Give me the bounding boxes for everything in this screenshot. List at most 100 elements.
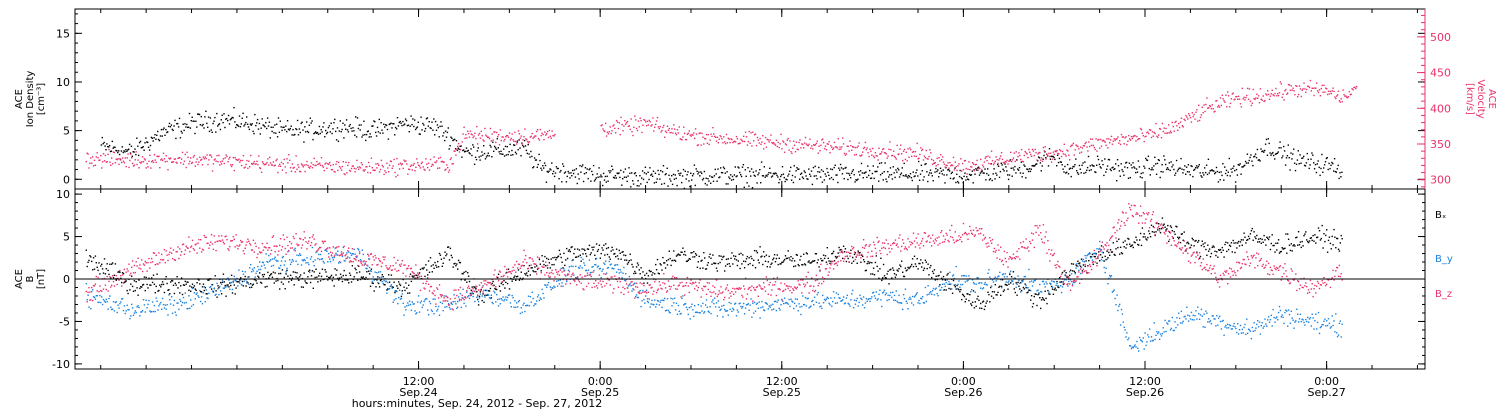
data-point (733, 309, 735, 311)
data-point (337, 140, 340, 142)
data-point (1206, 173, 1209, 176)
data-point (1245, 96, 1247, 99)
data-point (1209, 105, 1212, 108)
data-point (694, 137, 696, 140)
data-point (158, 289, 160, 292)
data-point (113, 310, 116, 312)
data-point (178, 308, 180, 311)
data-point (327, 261, 329, 263)
data-point (1015, 172, 1017, 174)
data-point (430, 127, 432, 130)
data-point (330, 169, 333, 171)
data-point (859, 170, 862, 172)
data-point (431, 121, 433, 123)
data-point (477, 147, 479, 149)
data-point (1228, 157, 1230, 160)
data-point (746, 303, 749, 306)
data-point (939, 160, 941, 162)
data-point (1294, 169, 1297, 172)
data-point (190, 120, 192, 122)
data-point (971, 304, 973, 307)
data-point (668, 127, 670, 130)
data-point (1003, 289, 1006, 291)
data-point (318, 125, 321, 128)
data-point (484, 296, 486, 298)
data-point (983, 172, 985, 174)
data-point (348, 161, 350, 164)
data-point (642, 289, 644, 292)
data-point (479, 291, 482, 293)
data-point (618, 122, 620, 124)
data-point (1075, 264, 1077, 266)
data-point (700, 305, 702, 307)
data-point (477, 298, 479, 301)
data-point (831, 146, 833, 149)
data-point (1262, 95, 1264, 97)
data-point (414, 277, 416, 279)
data-point (104, 154, 107, 157)
data-point (797, 310, 799, 312)
data-point (518, 299, 521, 302)
data-point (507, 268, 510, 270)
data-point (726, 171, 728, 173)
data-point (251, 284, 254, 286)
data-point (129, 159, 131, 162)
data-point (653, 304, 655, 306)
data-point (455, 154, 457, 156)
data-point (1287, 144, 1289, 146)
data-point (552, 134, 554, 137)
data-point (313, 265, 315, 267)
data-point (170, 303, 172, 305)
data-point (443, 295, 445, 297)
data-point (989, 178, 992, 180)
data-point (529, 136, 531, 138)
data-point (504, 138, 506, 141)
data-point (237, 285, 239, 287)
data-point (1239, 163, 1241, 165)
data-point (453, 294, 455, 296)
data-point (1104, 255, 1106, 258)
data-point (965, 179, 967, 181)
data-point (837, 293, 839, 296)
data-point (235, 158, 237, 161)
data-point (905, 151, 907, 153)
data-point (537, 294, 540, 296)
data-point (772, 172, 775, 175)
data-point (1198, 239, 1200, 242)
data-point (811, 300, 813, 303)
data-point (504, 145, 507, 148)
data-point (586, 168, 588, 170)
data-point (491, 282, 493, 285)
data-point (148, 160, 150, 162)
data-point (1292, 87, 1294, 89)
data-point (93, 268, 96, 270)
data-point (287, 275, 289, 277)
data-point (1270, 93, 1272, 95)
data-point (424, 299, 426, 301)
data-point (1098, 163, 1101, 166)
data-point (421, 267, 423, 269)
data-point (434, 261, 436, 264)
data-point (194, 132, 196, 135)
data-point (289, 159, 291, 161)
data-point (645, 272, 648, 275)
data-point (486, 154, 489, 157)
data-point (917, 175, 919, 177)
data-point (1049, 293, 1051, 295)
data-point (399, 284, 402, 287)
data-point (666, 264, 669, 266)
data-point (912, 265, 915, 268)
data-point (599, 257, 601, 259)
data-point (489, 127, 492, 130)
data-point (595, 177, 597, 179)
data-point (920, 147, 922, 149)
data-point (625, 176, 627, 178)
data-point (413, 125, 415, 128)
data-point (742, 254, 744, 256)
data-point (980, 158, 982, 161)
data-point (528, 264, 531, 267)
data-point (1214, 110, 1216, 112)
data-point (999, 157, 1001, 160)
data-point (831, 168, 834, 171)
data-point (296, 119, 299, 122)
